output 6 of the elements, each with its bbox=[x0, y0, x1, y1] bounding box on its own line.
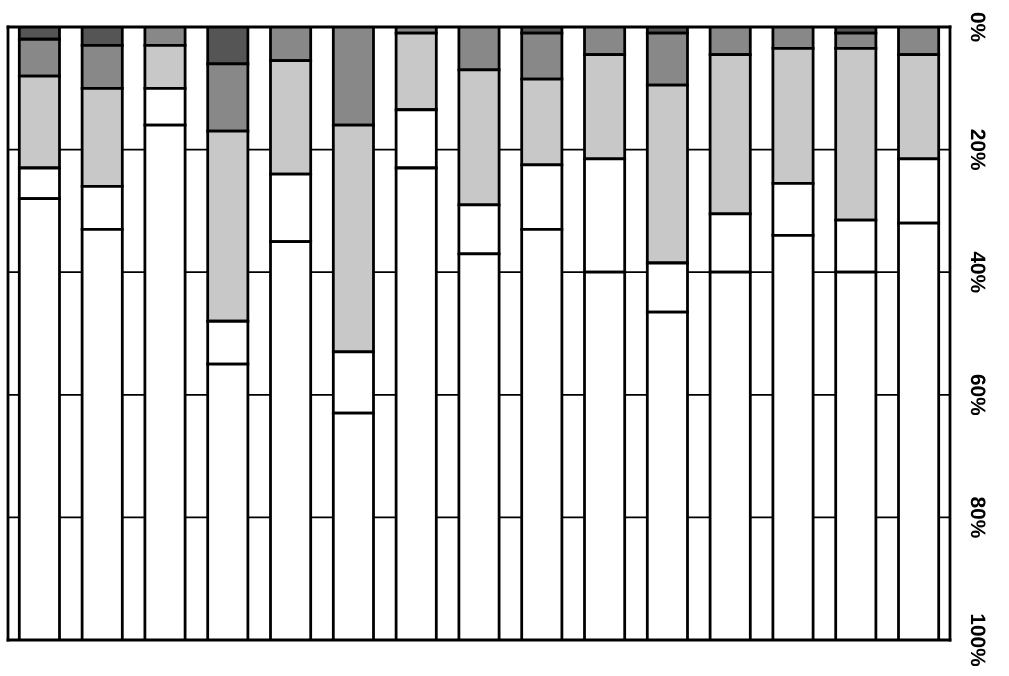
y-tick-label: 100% bbox=[970, 614, 986, 667]
y-tick-label: 0% bbox=[970, 12, 986, 42]
y-tick-label: 20% bbox=[970, 129, 986, 170]
y-tick-label: 80% bbox=[970, 497, 986, 538]
y-tick-label: 40% bbox=[970, 251, 986, 293]
y-tick-label: 60% bbox=[970, 374, 986, 416]
